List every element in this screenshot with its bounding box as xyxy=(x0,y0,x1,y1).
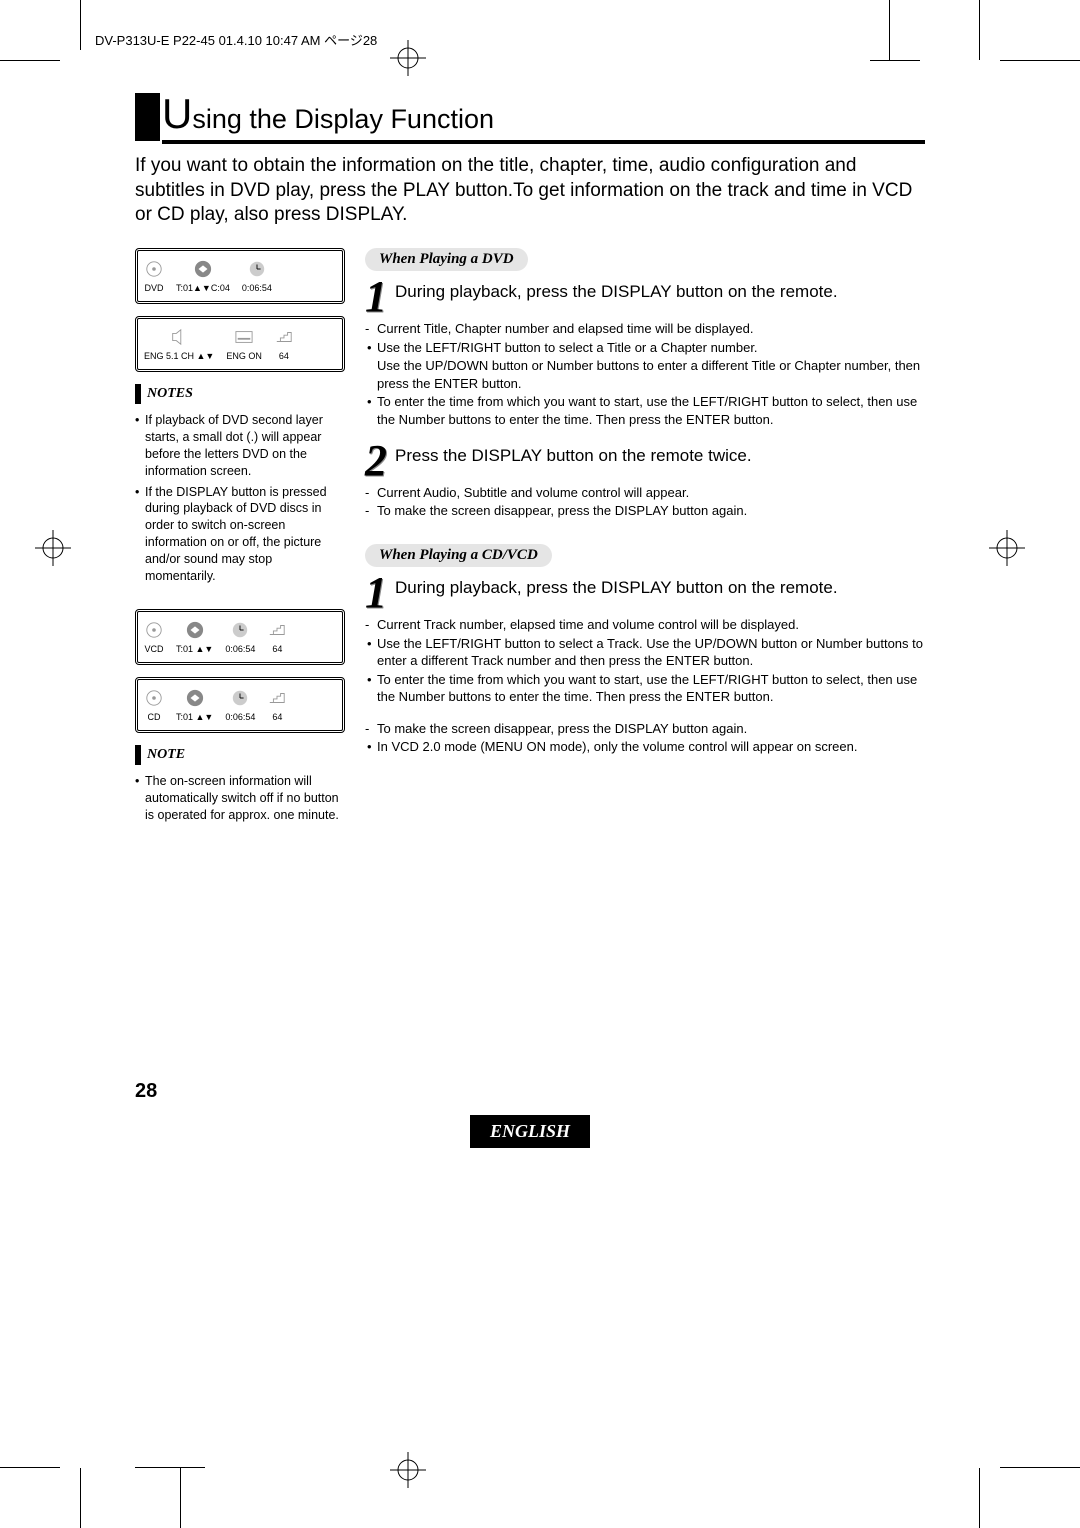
clock-icon xyxy=(247,259,267,279)
osd-time: 0:06:54 xyxy=(242,283,272,293)
osd-disc-type: DVD xyxy=(144,283,164,293)
title-rest: sing the Display Function xyxy=(192,104,494,134)
registration-mark-icon xyxy=(989,530,1025,566)
clock-icon xyxy=(230,620,250,640)
note-heading: NOTE xyxy=(135,745,345,765)
section-heading-dvd: When Playing a DVD xyxy=(365,248,528,271)
osd-disc-type: CD xyxy=(144,712,164,722)
arrows-icon xyxy=(185,688,205,708)
step-number: 1 xyxy=(365,279,387,314)
arrows-icon xyxy=(193,259,213,279)
volume-icon xyxy=(267,688,287,708)
left-column: DVD T:01▲▼C:04 0:06:54 ENG 5.1 CH ▲▼ ENG… xyxy=(135,248,345,827)
osd-disc-type: VCD xyxy=(144,644,164,654)
step-text: During playback, press the DISPLAY butto… xyxy=(395,279,838,314)
osd-track: T:01 ▲▼ xyxy=(176,644,213,654)
list-item: In VCD 2.0 mode (MENU ON mode), only the… xyxy=(365,738,925,756)
clock-icon xyxy=(230,688,250,708)
list-item: Use the UP/DOWN button or Number buttons… xyxy=(365,357,925,392)
osd-track: T:01 ▲▼ xyxy=(176,712,213,722)
crop-mark xyxy=(979,1468,980,1528)
osd-volume: 64 xyxy=(274,351,294,361)
osd-audio: ENG 5.1 CH ▲▼ xyxy=(144,351,214,361)
arrows-icon xyxy=(185,620,205,640)
volume-icon xyxy=(267,620,287,640)
crop-mark xyxy=(870,60,920,61)
section-heading-cdvcd: When Playing a CD/VCD xyxy=(365,544,552,567)
crop-mark xyxy=(80,1468,81,1528)
page-title-bar: Using the Display Function xyxy=(135,90,925,144)
crop-mark xyxy=(180,1468,181,1528)
list-item: Use the LEFT/RIGHT button to select a Ti… xyxy=(365,339,925,357)
audio-icon xyxy=(169,327,189,347)
body-list-1-2: Current Audio, Subtitle and volume contr… xyxy=(365,484,925,520)
subtitle-icon xyxy=(234,327,254,347)
disc-icon xyxy=(144,259,164,279)
registration-mark-icon xyxy=(35,530,71,566)
crop-mark xyxy=(135,1467,205,1468)
crop-mark xyxy=(889,0,890,60)
osd-cd-box: CD T:01 ▲▼ 0:06:54 64 xyxy=(135,677,345,733)
language-badge: ENGLISH xyxy=(470,1115,590,1148)
disc-icon xyxy=(144,688,164,708)
crop-mark xyxy=(0,1467,60,1468)
page-content: Using the Display Function If you want t… xyxy=(135,90,925,827)
list-item: To make the screen disappear, press the … xyxy=(365,720,925,738)
list-item: If the DISPLAY button is pressed during … xyxy=(135,484,345,585)
step-1-cdvcd: 1 During playback, press the DISPLAY but… xyxy=(365,575,925,610)
registration-mark-icon xyxy=(390,40,426,76)
crop-mark xyxy=(979,0,980,60)
right-column: When Playing a DVD 1 During playback, pr… xyxy=(365,248,925,827)
page-title: Using the Display Function xyxy=(162,90,925,144)
notes-label-text: NOTES xyxy=(147,386,213,402)
osd-volume: 64 xyxy=(267,712,287,722)
title-accent xyxy=(135,93,160,141)
list-item: The on-screen information will automatic… xyxy=(135,773,345,824)
step-1-dvd: 1 During playback, press the DISPLAY but… xyxy=(365,279,925,314)
osd-track: T:01▲▼C:04 xyxy=(176,283,230,293)
disc-icon xyxy=(144,620,164,640)
print-header: DV-P313U-E P22-45 01.4.10 10:47 AM ページ28 xyxy=(95,30,377,49)
body-list-2-1: Current Track number, elapsed time and v… xyxy=(365,616,925,706)
list-item: Current Audio, Subtitle and volume contr… xyxy=(365,484,925,502)
step-text: During playback, press the DISPLAY butto… xyxy=(395,575,838,610)
crop-mark xyxy=(1000,60,1080,61)
intro-text: If you want to obtain the information on… xyxy=(135,154,925,228)
registration-mark-icon xyxy=(390,1452,426,1488)
osd-dvd-audio-box: ENG 5.1 CH ▲▼ ENG ON 64 xyxy=(135,316,345,372)
title-dropcap: U xyxy=(162,90,192,137)
list-item: If playback of DVD second layer starts, … xyxy=(135,412,345,480)
list-item: Use the LEFT/RIGHT button to select a Tr… xyxy=(365,635,925,670)
note-label-text: NOTE xyxy=(147,747,205,763)
notes-list-1: If playback of DVD second layer starts, … xyxy=(135,412,345,585)
step-2-dvd: 2 Press the DISPLAY button on the remote… xyxy=(365,443,925,478)
list-item: To enter the time from which you want to… xyxy=(365,393,925,428)
step-text: Press the DISPLAY button on the remote t… xyxy=(395,443,752,478)
crop-mark xyxy=(1000,1467,1080,1468)
list-item: Current Title, Chapter number and elapse… xyxy=(365,320,925,338)
notes-list-2: The on-screen information will automatic… xyxy=(135,773,345,824)
list-item: Current Track number, elapsed time and v… xyxy=(365,616,925,634)
osd-time: 0:06:54 xyxy=(225,644,255,654)
osd-volume: 64 xyxy=(267,644,287,654)
osd-vcd-box: VCD T:01 ▲▼ 0:06:54 64 xyxy=(135,609,345,665)
volume-icon xyxy=(274,327,294,347)
page-number: 28 xyxy=(135,1080,157,1103)
osd-time: 0:06:54 xyxy=(225,712,255,722)
list-item: To enter the time from which you want to… xyxy=(365,671,925,706)
list-item: To make the screen disappear, press the … xyxy=(365,502,925,520)
step-number: 2 xyxy=(365,443,387,478)
osd-subtitle: ENG ON xyxy=(226,351,262,361)
step-number: 1 xyxy=(365,575,387,610)
osd-dvd-title-box: DVD T:01▲▼C:04 0:06:54 xyxy=(135,248,345,304)
body-list-2-2: To make the screen disappear, press the … xyxy=(365,720,925,756)
notes-heading: NOTES xyxy=(135,384,345,404)
crop-mark xyxy=(0,60,60,61)
crop-mark xyxy=(80,0,81,50)
body-list-1-1: Current Title, Chapter number and elapse… xyxy=(365,320,925,428)
